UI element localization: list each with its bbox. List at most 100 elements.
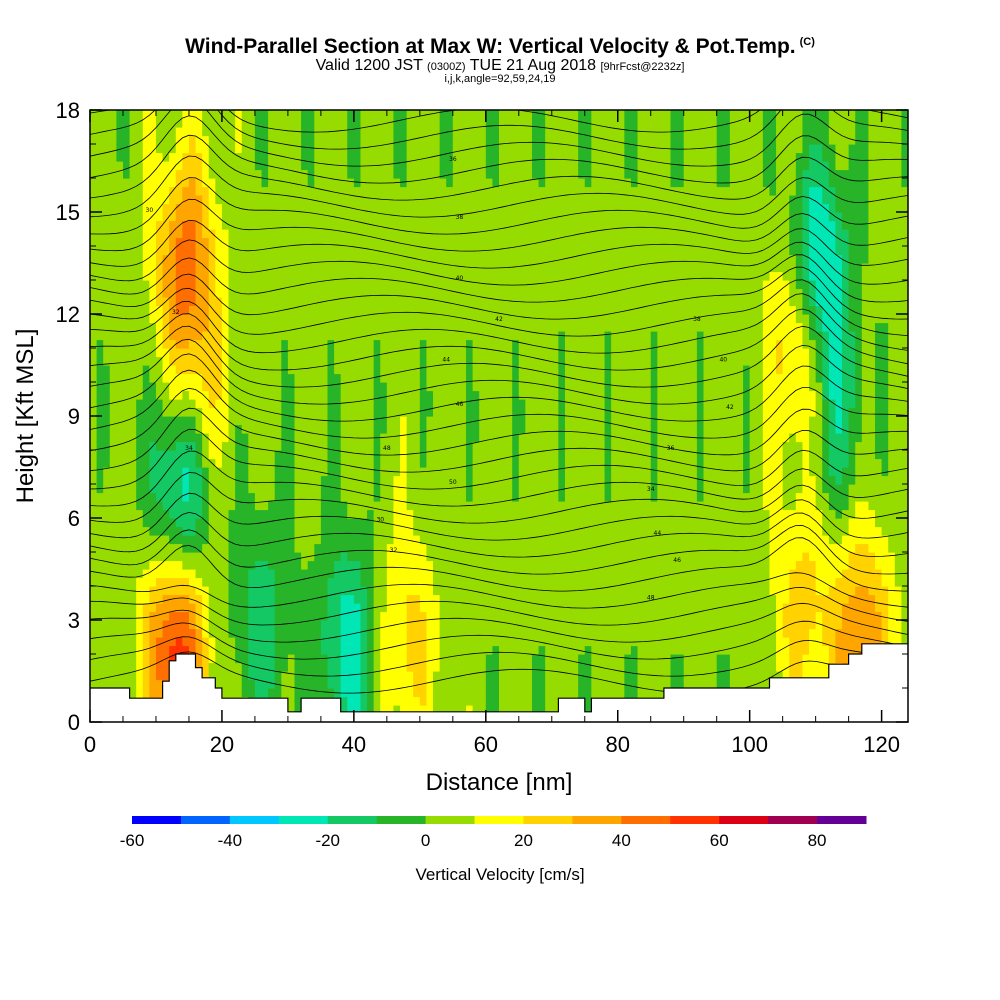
velocity-cell [499,518,507,528]
velocity-cell [426,696,434,706]
velocity-cell [314,373,322,383]
velocity-cell [235,475,243,485]
velocity-cell [235,492,243,502]
velocity-cell [208,322,216,332]
velocity-cell [393,645,401,655]
velocity-cell [314,586,322,596]
velocity-cell [208,543,216,553]
velocity-cell [505,509,513,519]
velocity-cell [202,399,210,409]
velocity-cell [281,314,289,324]
velocity-cell [406,688,414,698]
velocity-cell [327,560,335,570]
velocity-cell [479,186,487,196]
velocity-cell [499,654,507,664]
velocity-cell [307,322,315,332]
velocity-cell [466,280,474,290]
velocity-cell [268,186,276,196]
velocity-cell [446,220,454,230]
velocity-cell [472,705,480,715]
velocity-cell [485,594,494,604]
velocity-cell [294,671,302,681]
velocity-cell [446,637,454,647]
velocity-cell [327,484,335,494]
velocity-cell [472,509,480,519]
velocity-cell [215,543,223,553]
velocity-cell [142,492,150,502]
velocity-cell [380,577,388,587]
velocity-cell [446,237,454,247]
velocity-cell [90,577,98,587]
velocity-cell [360,594,368,604]
velocity-cell [380,645,388,655]
velocity-cell [380,450,388,460]
velocity-cell [215,271,223,281]
velocity-cell [149,373,157,383]
velocity-cell [459,424,467,434]
velocity-cell [485,611,494,621]
velocity-cell [360,229,368,239]
velocity-cell [261,679,269,689]
velocity-cell [109,288,117,298]
velocity-cell [406,186,414,196]
velocity-cell [142,220,150,230]
velocity-cell [268,169,276,179]
velocity-cell [215,526,223,536]
velocity-cell [96,305,104,315]
velocity-cell [353,161,362,171]
velocity-cell [294,458,302,468]
velocity-cell [96,229,104,239]
velocity-cell [136,433,144,443]
velocity-cell [301,501,309,511]
velocity-cell [228,611,236,621]
velocity-cell [116,152,124,162]
velocity-cell [162,237,170,247]
velocity-cell [413,603,421,613]
velocity-cell [452,144,461,154]
velocity-cell [518,467,526,477]
velocity-cell [485,458,494,468]
velocity-cell [492,263,500,273]
velocity-cell [518,348,526,358]
velocity-cell [109,271,117,281]
velocity-cell [485,662,494,672]
velocity-cell [188,492,197,502]
velocity-cell [525,594,533,604]
velocity-cell [386,280,395,290]
velocity-cell [340,407,348,417]
velocity-cell [116,195,124,205]
velocity-cell [439,280,447,290]
velocity-cell [518,611,526,621]
velocity-cell [307,271,315,281]
velocity-cell [182,203,190,213]
velocity-cell [406,450,414,460]
velocity-cell [221,475,230,485]
velocity-cell [479,467,487,477]
velocity-cell [485,603,494,613]
velocity-cell [512,407,520,417]
velocity-cell [466,603,474,613]
velocity-cell [248,662,256,672]
velocity-cell [162,543,170,553]
velocity-cell [531,705,540,715]
velocity-cell [360,127,368,137]
velocity-cell [103,526,111,536]
velocity-cell [531,186,540,196]
velocity-cell [459,152,467,162]
velocity-cell [400,135,408,145]
velocity-cell [136,450,144,460]
velocity-cell [149,280,157,290]
velocity-cell [419,322,428,332]
velocity-cell [162,127,170,137]
velocity-cell [426,679,434,689]
velocity-cell [90,458,98,468]
velocity-cell [202,441,210,451]
velocity-cell [307,297,315,307]
velocity-cell [268,288,276,298]
velocity-cell [268,569,276,579]
velocity-cell [169,458,177,468]
velocity-cell [129,458,137,468]
velocity-cell [175,620,183,630]
velocity-cell [208,314,216,324]
velocity-cell [294,620,302,630]
